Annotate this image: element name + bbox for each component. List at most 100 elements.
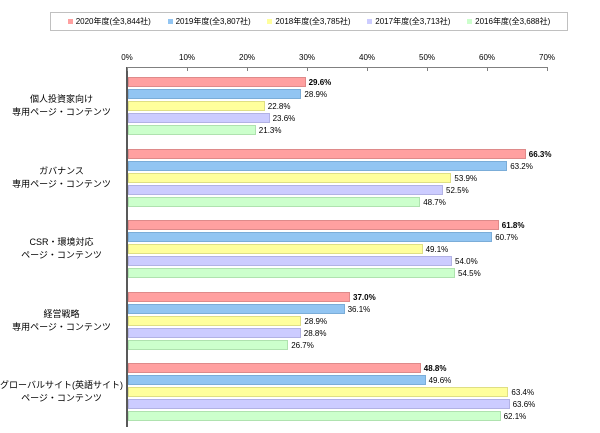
- legend-swatch-icon: [167, 19, 173, 24]
- value-label: 63.2%: [510, 161, 533, 171]
- category-label-line: CSR・環境対応: [29, 237, 94, 247]
- category-label-line: 個人投資家向け: [29, 94, 93, 104]
- value-label: 36.1%: [347, 304, 371, 314]
- category-label-line: 専用ページ・コンテンツ: [12, 321, 111, 332]
- category-label: 個人投資家向け専用ページ・コンテンツ: [0, 77, 123, 135]
- bar-2016-group4: [128, 339, 289, 350]
- value-label: 66.3%: [528, 149, 552, 159]
- bar-2020-group5: [128, 363, 421, 373]
- bar-2018-group2: [128, 172, 452, 183]
- bar-2018-group3: [128, 244, 423, 254]
- x-axis-tick-label: 70%: [538, 53, 556, 62]
- bar-2017-group5: [128, 399, 510, 409]
- x-axis-tick-label: 60%: [478, 53, 496, 62]
- category-label-line: ページ・コンテンツ: [21, 250, 102, 260]
- value-label: 63.4%: [511, 388, 535, 397]
- bar-2020-group4: [128, 291, 350, 302]
- category-label-line: 経営戦略: [43, 308, 80, 319]
- bar-2019-group4: [128, 303, 345, 314]
- legend-label: 2016年度(全3,688社): [475, 16, 551, 26]
- value-label: 28.8%: [303, 328, 327, 338]
- value-label: 62.1%: [503, 412, 527, 421]
- value-label: 48.7%: [423, 197, 446, 207]
- legend-item: 2018年度(全3,785社): [267, 16, 351, 26]
- bar-2017-group4: [128, 327, 301, 338]
- x-axis-tick: [127, 67, 128, 71]
- value-label: 22.8%: [267, 102, 291, 111]
- x-axis-tick-label: 40%: [358, 53, 376, 62]
- value-label: 49.1%: [425, 245, 449, 254]
- x-axis-tick: [187, 67, 188, 71]
- value-label: 49.6%: [428, 376, 452, 385]
- x-axis-tick: [247, 67, 248, 71]
- legend-swatch-icon: [467, 19, 473, 24]
- x-axis-line: [127, 67, 547, 68]
- value-label: 48.8%: [423, 364, 447, 373]
- legend-item: 2019年度(全3,807社): [167, 16, 251, 26]
- value-label: 37.0%: [353, 292, 376, 302]
- legend-item: 2017年度(全3,713社): [367, 16, 451, 26]
- x-axis-tick: [487, 67, 488, 71]
- bar-2017-group2: [128, 184, 443, 195]
- category-label: グローバルサイト(英語サイト) ページ・コンテンツ: [0, 363, 123, 421]
- legend-label: 2017年度(全3,713社): [375, 16, 451, 26]
- x-axis-tick: [547, 67, 548, 71]
- bar-2019-group5: [128, 375, 426, 385]
- legend-item: 2020年度(全3,844社): [67, 16, 151, 26]
- value-label: 63.6%: [512, 400, 536, 409]
- x-axis-tick-label: 30%: [298, 53, 316, 62]
- category-label: CSR・環境対応 ページ・コンテンツ: [0, 220, 123, 278]
- category-label-line: 専用ページ・コンテンツ: [12, 178, 111, 189]
- value-label: 54.0%: [455, 257, 478, 266]
- x-axis-tick-label: 20%: [238, 53, 256, 62]
- x-axis-tick: [427, 67, 428, 71]
- value-label: 28.9%: [304, 90, 328, 99]
- legend-label: 2019年度(全3,807社): [175, 16, 251, 26]
- legend-label: 2018年度(全3,785社): [275, 16, 351, 26]
- value-label: 52.5%: [446, 185, 469, 195]
- legend-swatch-icon: [367, 19, 373, 24]
- legend-swatch-icon: [267, 19, 273, 24]
- bar-2018-group5: [128, 387, 509, 397]
- category-label-line: ページ・コンテンツ: [21, 393, 102, 403]
- bar-2020-group3: [128, 220, 499, 230]
- value-label: 54.5%: [458, 269, 481, 278]
- x-axis-tick-label: 10%: [178, 53, 196, 62]
- value-label: 23.6%: [272, 114, 296, 123]
- bar-2018-group4: [128, 315, 302, 326]
- x-axis-tick: [367, 67, 368, 71]
- y-axis-line: [126, 67, 128, 427]
- legend-label: 2020年度(全3,844社): [75, 16, 151, 26]
- x-axis-tick-label: 50%: [418, 53, 436, 62]
- category-label-line: グローバルサイト(英語サイト): [0, 380, 123, 390]
- bar-2019-group1: [128, 89, 302, 99]
- x-axis-tick-label: 0%: [121, 53, 133, 62]
- bar-2018-group1: [128, 101, 265, 111]
- value-label: 21.3%: [258, 126, 282, 135]
- category-label: ガバナンス専用ページ・コンテンツ: [0, 149, 123, 207]
- legend: 2020年度(全3,844社) 2019年度(全3,807社) 2018年度(全3,…: [50, 12, 568, 31]
- bar-2019-group2: [128, 160, 508, 171]
- legend-item: 2016年度(全3,688社): [467, 16, 551, 26]
- value-label: 29.6%: [308, 78, 332, 87]
- category-label-line: ガバナンス: [39, 165, 84, 176]
- bar-2016-group3: [128, 268, 455, 278]
- value-label: 53.9%: [454, 173, 478, 183]
- x-axis-tick: [307, 67, 308, 71]
- category-label: 経営戦略専用ページ・コンテンツ: [0, 292, 123, 350]
- legend-swatch-icon: [67, 19, 73, 24]
- value-label: 26.7%: [291, 340, 314, 350]
- value-label: 28.9%: [304, 316, 328, 326]
- bar-2019-group3: [128, 232, 493, 242]
- value-label: 60.7%: [495, 233, 518, 242]
- bar-2017-group1: [128, 113, 270, 123]
- bar-2016-group2: [128, 196, 421, 207]
- category-label-line: 専用ページ・コンテンツ: [12, 107, 111, 117]
- bar-2020-group2: [128, 148, 526, 159]
- bar-2017-group3: [128, 256, 452, 266]
- bar-2016-group1: [128, 125, 256, 135]
- bar-2020-group1: [128, 77, 306, 87]
- bar-2016-group5: [128, 411, 501, 421]
- value-label: 61.8%: [501, 221, 525, 230]
